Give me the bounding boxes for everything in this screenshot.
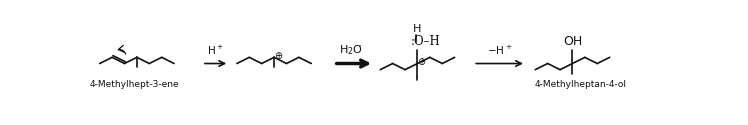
Text: $\oplus$: $\oplus$ bbox=[417, 56, 426, 67]
Text: $\oplus$: $\oplus$ bbox=[274, 50, 283, 60]
Text: 4-Methylhept-3-ene: 4-Methylhept-3-ene bbox=[90, 80, 180, 90]
Text: H$_2$Ö: H$_2$Ö bbox=[339, 44, 363, 57]
Text: H: H bbox=[413, 24, 422, 34]
Text: OH: OH bbox=[562, 35, 582, 48]
FancyArrowPatch shape bbox=[118, 45, 126, 54]
Text: H$^+$: H$^+$ bbox=[207, 44, 224, 57]
Text: :O–H: :O–H bbox=[411, 35, 441, 48]
Text: $-$H$^+$: $-$H$^+$ bbox=[487, 44, 512, 57]
Text: 4-Methylheptan-4-ol: 4-Methylheptan-4-ol bbox=[534, 80, 626, 90]
